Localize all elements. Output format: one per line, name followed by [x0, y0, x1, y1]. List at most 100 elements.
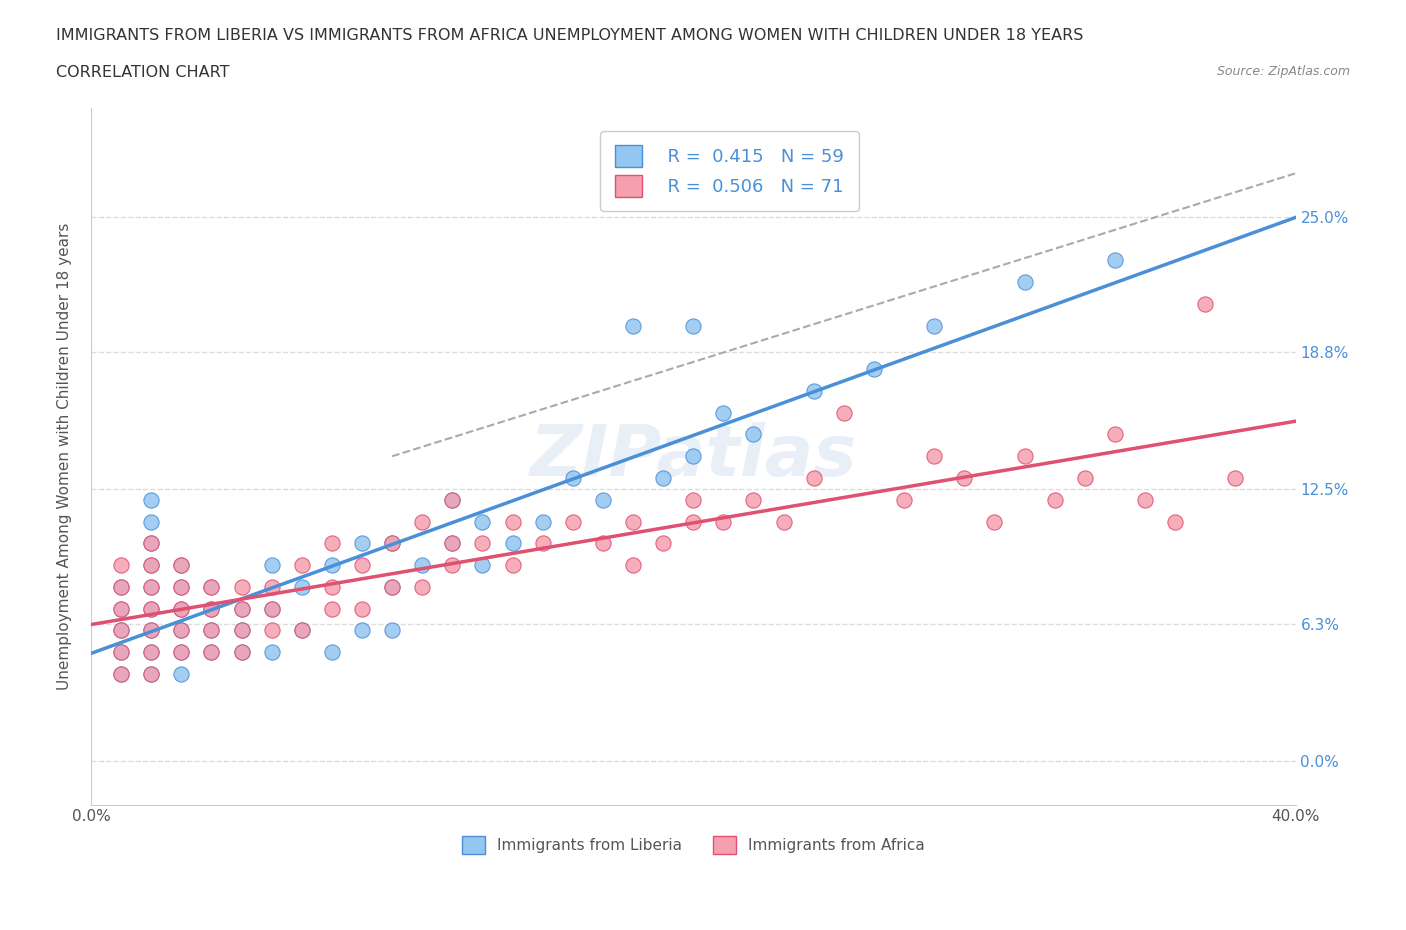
Point	[441, 492, 464, 507]
Point	[231, 623, 253, 638]
Point	[291, 558, 314, 573]
Point	[321, 558, 343, 573]
Point	[260, 601, 283, 616]
Point	[531, 514, 554, 529]
Point	[381, 536, 404, 551]
Point	[471, 558, 494, 573]
Point	[1225, 471, 1247, 485]
Point	[893, 492, 915, 507]
Point	[832, 405, 855, 420]
Point	[141, 667, 163, 682]
Point	[141, 623, 163, 638]
Point	[381, 579, 404, 594]
Point	[141, 579, 163, 594]
Point	[682, 449, 704, 464]
Point	[231, 644, 253, 659]
Point	[260, 601, 283, 616]
Point	[260, 558, 283, 573]
Point	[682, 492, 704, 507]
Point	[170, 579, 193, 594]
Point	[110, 644, 132, 659]
Point	[110, 623, 132, 638]
Point	[803, 383, 825, 398]
Point	[1014, 449, 1036, 464]
Point	[381, 536, 404, 551]
Point	[141, 667, 163, 682]
Point	[170, 579, 193, 594]
Point	[170, 558, 193, 573]
Point	[321, 601, 343, 616]
Point	[231, 623, 253, 638]
Point	[110, 623, 132, 638]
Point	[170, 623, 193, 638]
Point	[200, 579, 222, 594]
Point	[321, 579, 343, 594]
Point	[1043, 492, 1066, 507]
Point	[441, 492, 464, 507]
Point	[652, 471, 675, 485]
Point	[411, 558, 433, 573]
Point	[1164, 514, 1187, 529]
Point	[110, 601, 132, 616]
Point	[170, 558, 193, 573]
Point	[291, 623, 314, 638]
Text: ZIPatlas: ZIPatlas	[530, 422, 856, 491]
Point	[621, 514, 644, 529]
Point	[110, 644, 132, 659]
Point	[350, 601, 373, 616]
Point	[141, 601, 163, 616]
Point	[350, 558, 373, 573]
Point	[200, 623, 222, 638]
Point	[772, 514, 794, 529]
Point	[141, 644, 163, 659]
Point	[141, 579, 163, 594]
Point	[561, 471, 583, 485]
Point	[110, 558, 132, 573]
Point	[803, 471, 825, 485]
Text: CORRELATION CHART: CORRELATION CHART	[56, 65, 229, 80]
Point	[592, 492, 614, 507]
Point	[170, 601, 193, 616]
Point	[200, 601, 222, 616]
Point	[141, 514, 163, 529]
Point	[441, 536, 464, 551]
Point	[200, 601, 222, 616]
Point	[291, 623, 314, 638]
Point	[502, 558, 524, 573]
Point	[200, 644, 222, 659]
Point	[110, 579, 132, 594]
Point	[231, 644, 253, 659]
Point	[621, 318, 644, 333]
Point	[922, 449, 945, 464]
Point	[200, 623, 222, 638]
Point	[1133, 492, 1156, 507]
Point	[682, 318, 704, 333]
Point	[471, 536, 494, 551]
Text: IMMIGRANTS FROM LIBERIA VS IMMIGRANTS FROM AFRICA UNEMPLOYMENT AMONG WOMEN WITH : IMMIGRANTS FROM LIBERIA VS IMMIGRANTS FR…	[56, 28, 1084, 43]
Point	[411, 579, 433, 594]
Point	[170, 644, 193, 659]
Point	[321, 644, 343, 659]
Point	[502, 536, 524, 551]
Point	[953, 471, 976, 485]
Point	[863, 362, 886, 377]
Point	[200, 579, 222, 594]
Point	[141, 536, 163, 551]
Point	[381, 623, 404, 638]
Point	[141, 623, 163, 638]
Point	[231, 601, 253, 616]
Point	[711, 514, 734, 529]
Point	[110, 579, 132, 594]
Point	[652, 536, 675, 551]
Point	[141, 536, 163, 551]
Point	[561, 514, 583, 529]
Point	[350, 536, 373, 551]
Point	[1014, 274, 1036, 289]
Point	[260, 579, 283, 594]
Point	[141, 558, 163, 573]
Point	[170, 623, 193, 638]
Text: Source: ZipAtlas.com: Source: ZipAtlas.com	[1216, 65, 1350, 78]
Point	[983, 514, 1005, 529]
Point	[291, 579, 314, 594]
Point	[110, 601, 132, 616]
